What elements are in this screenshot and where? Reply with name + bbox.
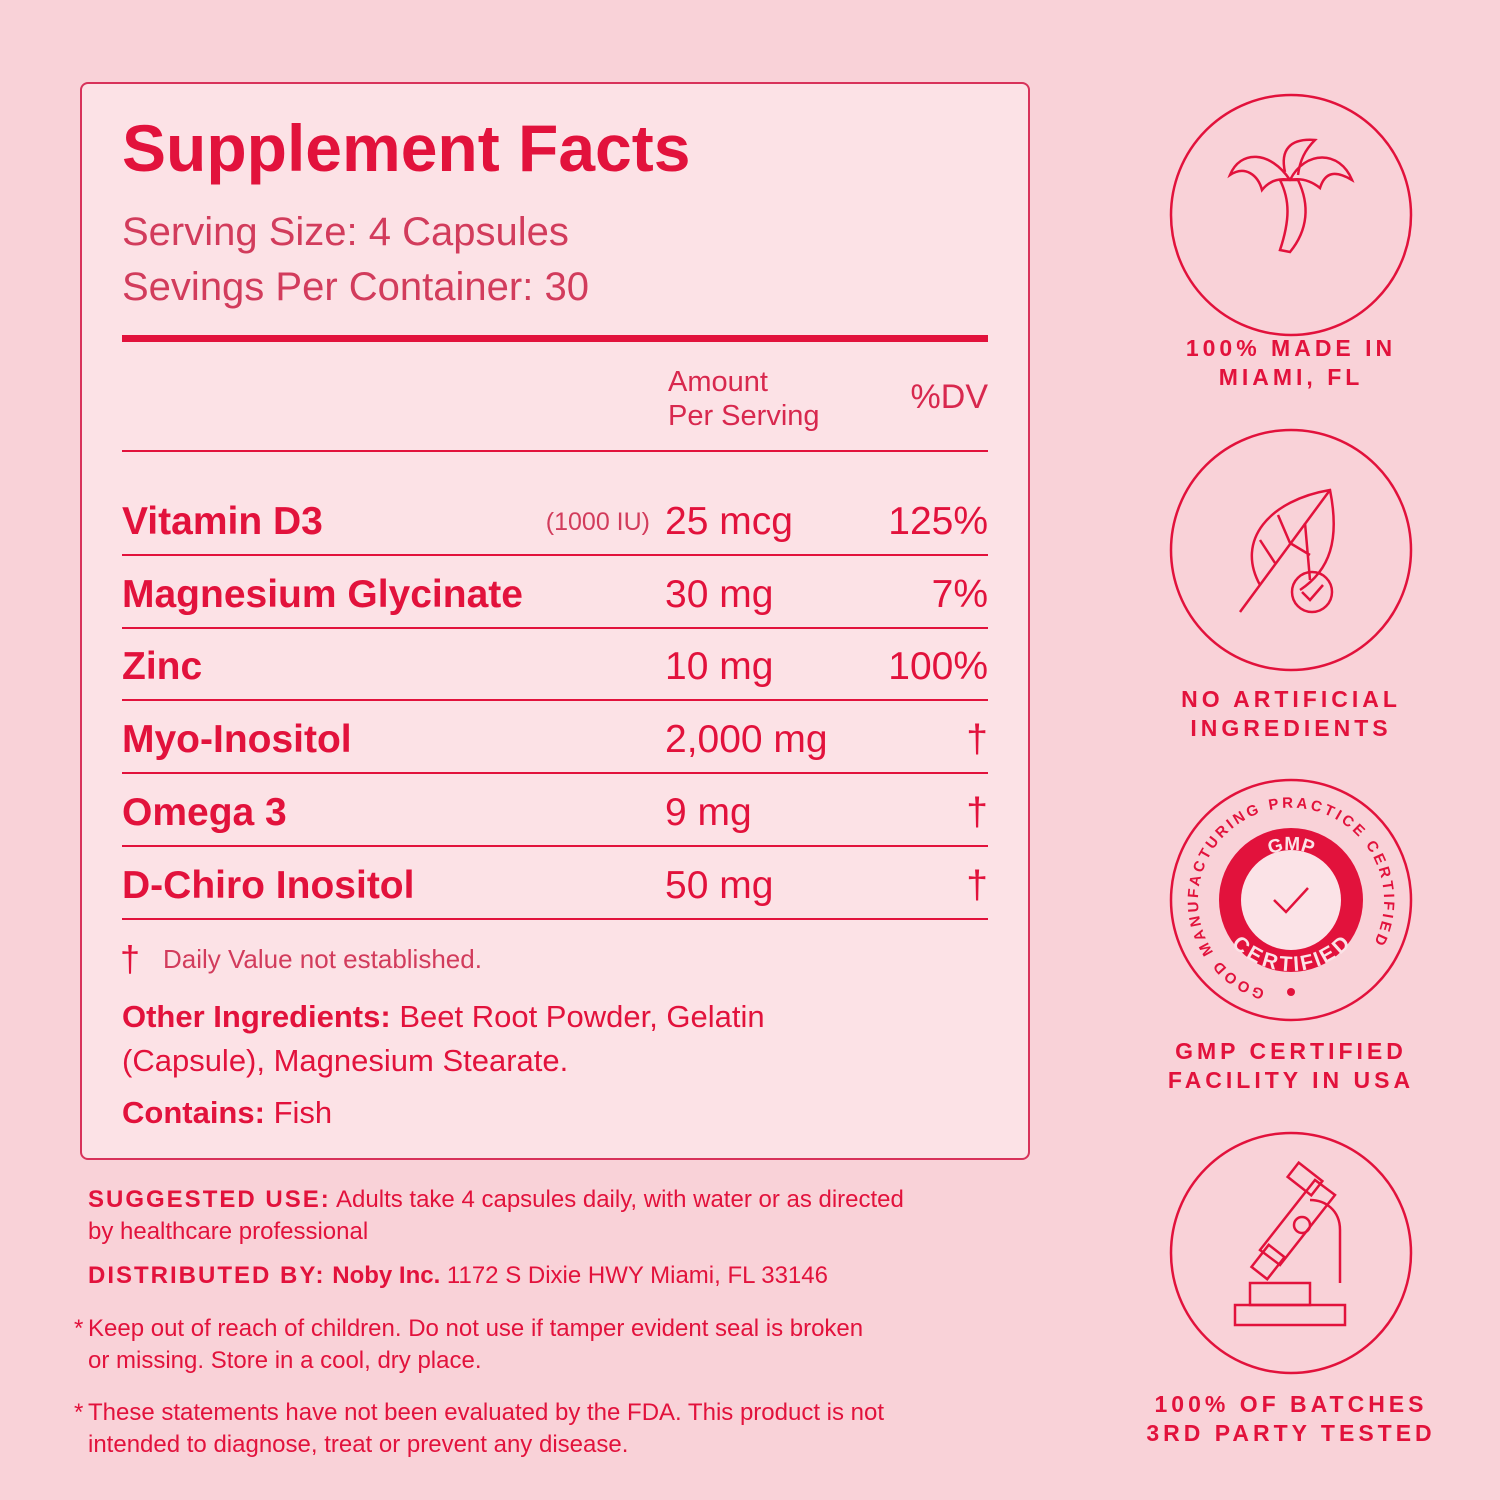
nutrient-name: D-Chiro Inositol <box>122 863 415 907</box>
text: Adults take 4 capsules daily, with water… <box>88 1186 904 1245</box>
badge-circle <box>1169 93 1413 337</box>
amount-header-line: Per Serving <box>668 400 820 432</box>
badge-circle <box>1169 1131 1413 1375</box>
row-rule <box>122 699 988 702</box>
distributed-by: DISTRIBUTED BY: Noby Inc. 1172 S Dixie H… <box>88 1260 908 1292</box>
nutrient-name: Vitamin D3 <box>122 500 323 543</box>
seal-top: GMP <box>1265 834 1317 859</box>
nutrient-row: Omega 3 9 mg † <box>122 775 988 848</box>
text: Fish <box>273 1095 333 1130</box>
contains: Contains: Fish <box>122 1091 332 1135</box>
warning: Keep out of reach of children. Do not us… <box>88 1315 864 1374</box>
leaf-icon <box>1238 488 1335 614</box>
nutrient-amount: 30 mg <box>665 572 774 616</box>
seal-center <box>1241 850 1341 950</box>
nutrient-dv: 125% <box>888 500 988 543</box>
warning-mark: * <box>74 1399 84 1426</box>
facts-card <box>80 82 1030 1160</box>
badge-label: GMP CERTIFIED FACILITY IN USA <box>1140 1037 1442 1095</box>
nutrient-row: Vitamin D3 (1000 IU) 25 mcg 125% <box>122 484 988 557</box>
badge-label-line: NO ARTIFICIAL <box>1181 686 1401 712</box>
badge-label-line: MIAMI, FL <box>1218 364 1364 390</box>
badge-label-line: GMP CERTIFIED <box>1175 1038 1407 1064</box>
label: Contains: <box>122 1095 265 1130</box>
row-rule <box>122 772 988 775</box>
nutrient-name: Magnesium Glycinate <box>122 572 523 616</box>
nutrient-row: D-Chiro Inositol 50 mg † <box>122 848 988 921</box>
nutrient-row: Magnesium Glycinate 30 mg 7% <box>122 557 988 630</box>
address: 1172 S Dixie HWY Miami, FL 33146 <box>446 1262 828 1289</box>
footnote-symbol: † <box>120 938 141 979</box>
row-rule <box>122 554 988 556</box>
nutrient-name: Omega 3 <box>122 790 287 834</box>
badge-label: 100% OF BATCHES 3RD PARTY TESTED <box>1140 1390 1442 1448</box>
amount-header-line: Amount <box>668 366 768 398</box>
badge-icons: GOOD MANUFACTURING PRACTICE CERTIFIED GM… <box>1169 93 1413 1375</box>
nutrient-row: Myo-Inositol 2,000 mg † <box>122 702 988 775</box>
row-rule <box>122 844 988 847</box>
company: Noby Inc. <box>332 1262 441 1289</box>
thin-rule <box>122 450 988 452</box>
label: SUGGESTED USE: <box>88 1186 331 1213</box>
seal-dot <box>1287 988 1295 996</box>
nutrient-dv: † <box>966 790 988 834</box>
thick-rule <box>122 335 988 342</box>
nutrient-amount: 25 mcg <box>665 500 793 543</box>
seal-top: GMP <box>1265 834 1317 859</box>
servings-per-container: Sevings Per Container: 30 <box>122 265 589 309</box>
label: DISTRIBUTED BY: <box>88 1262 326 1289</box>
other-ingredients: Other Ingredients: Beet Root Powder, Gel… <box>122 995 802 1083</box>
badge-label-line: FACILITY IN USA <box>1167 1067 1415 1093</box>
badge-label-line: 3RD PARTY TESTED <box>1146 1420 1436 1446</box>
footnote-text: Daily Value not established. <box>163 944 482 974</box>
serving-size: Serving Size: 4 Capsules <box>122 210 569 254</box>
text: Beet Root Powder, Gelatin (Capsule), Mag… <box>122 999 765 1078</box>
row-rule <box>122 626 988 629</box>
nutrient-dv: 100% <box>888 645 988 689</box>
amount-header: Amount Per Serving <box>668 365 820 433</box>
badge-label-line: 100% OF BATCHES <box>1154 1391 1428 1417</box>
badge-circle <box>1169 428 1413 672</box>
nutrient-note: (1000 IU) <box>545 508 650 536</box>
dv-header: %DV <box>910 378 988 416</box>
warning-mark: * <box>74 1315 84 1342</box>
nutrient-dv: † <box>966 863 988 907</box>
nutrient-name: Zinc <box>122 645 203 689</box>
nutrient-dv: 7% <box>931 572 988 616</box>
label: Other Ingredients: <box>122 999 391 1034</box>
warning: These statements have not been evaluated… <box>88 1399 885 1458</box>
badge-label-line: INGREDIENTS <box>1190 715 1392 741</box>
suggested-use: SUGGESTED USE: Adults take 4 capsules da… <box>88 1184 908 1248</box>
nutrient-amount: 10 mg <box>665 645 774 689</box>
nutrient-amount: 50 mg <box>665 863 774 907</box>
nutrient-amount: 2,000 mg <box>665 718 828 762</box>
badge-label: NO ARTIFICIAL INGREDIENTS <box>1140 685 1442 743</box>
nutrient-row: Zinc 10 mg 100% <box>122 629 988 702</box>
facts-title: Supplement Facts <box>122 111 691 185</box>
nutrient-amount: 9 mg <box>665 790 752 834</box>
badge-label-line: 100% MADE IN <box>1185 335 1397 361</box>
palm-icon <box>1227 138 1355 254</box>
row-rule <box>122 917 988 920</box>
microscope-icon <box>1233 1160 1347 1327</box>
badge-circle <box>1169 778 1413 1022</box>
nutrient-name: Myo-Inositol <box>122 718 352 762</box>
nutrient-dv: † <box>966 718 988 762</box>
seal-check <box>1273 887 1309 914</box>
badge-label: 100% MADE IN MIAMI, FL <box>1140 334 1442 392</box>
